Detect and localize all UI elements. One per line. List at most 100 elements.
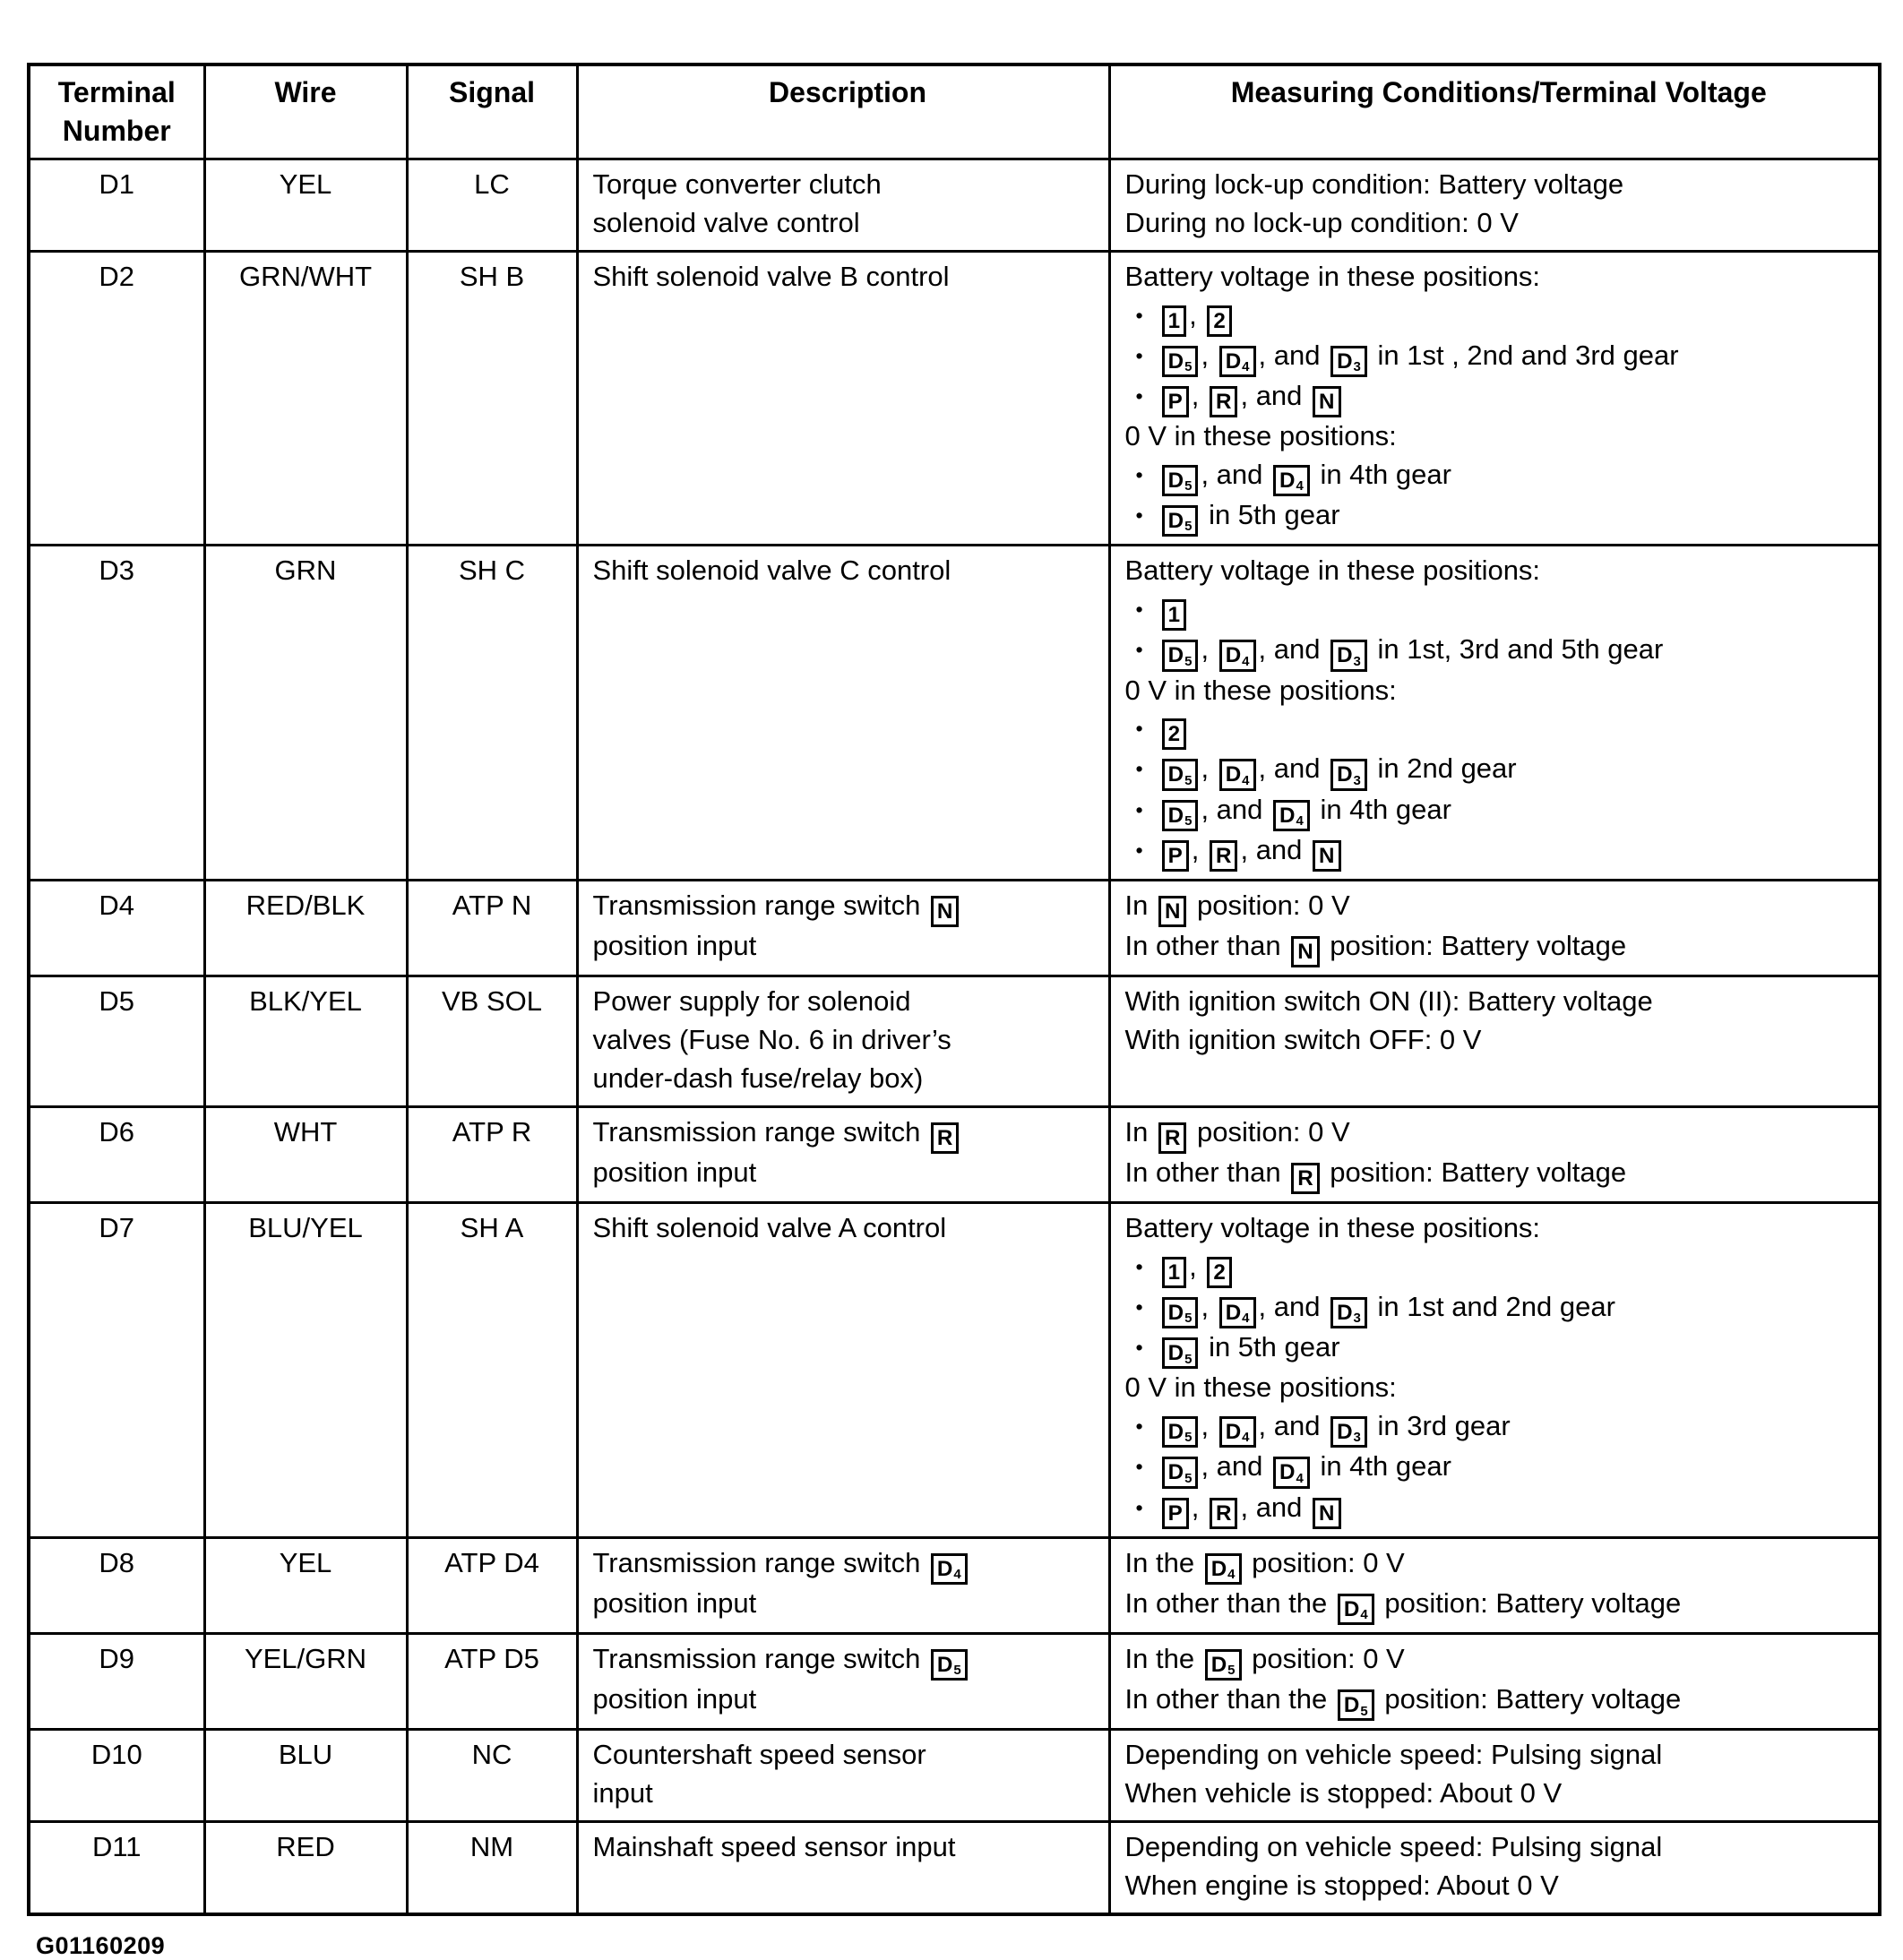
condition-line: • D5, and D4 in 4th gear bbox=[1125, 456, 1872, 497]
gear-position-box: D5 bbox=[1337, 1689, 1374, 1722]
signal-cell: LC bbox=[405, 158, 579, 253]
condition-line: With ignition switch ON (II): Battery vo… bbox=[1124, 985, 1653, 1018]
conditions-cell: In the D5 position: 0 V In other than the… bbox=[1107, 1632, 1881, 1732]
wire-cell: YEL bbox=[202, 1535, 409, 1636]
bullet-icon: • bbox=[1135, 503, 1143, 528]
gear-position-box: D5 bbox=[1161, 759, 1199, 791]
gear-position-box: D3 bbox=[1330, 1416, 1367, 1449]
description-cell: Shift solenoid valve C control bbox=[575, 544, 1111, 882]
description-line: Shift solenoid valve A control bbox=[592, 1212, 947, 1244]
condition-line: • 1, 2 bbox=[1125, 297, 1872, 337]
table-row: D11 RED NM Mainshaft speed sensor input Depe… bbox=[27, 1820, 1881, 1916]
terminal-cell: D3 bbox=[27, 544, 206, 882]
gear-position-box: R bbox=[1210, 839, 1238, 873]
bullet-icon: • bbox=[1135, 1414, 1143, 1439]
condition-line: • D5, D4, and D3 in 1st and 2nd gear bbox=[1125, 1288, 1872, 1329]
gear-position-box: R bbox=[1210, 1497, 1238, 1529]
description-line: Torque converter clutch bbox=[592, 168, 882, 201]
conditions-cell: In N position: 0 V In other than N positi… bbox=[1107, 879, 1881, 978]
condition-line: • 1, 2 bbox=[1125, 1248, 1872, 1289]
description-line: position input bbox=[592, 1156, 757, 1188]
conditions-cell: Depending on vehicle speed: Pulsing sign… bbox=[1107, 1820, 1881, 1916]
gear-position-box: D4 bbox=[1218, 345, 1256, 378]
condition-line: • 1 bbox=[1125, 590, 1872, 632]
gear-position-box: D5 bbox=[1161, 1457, 1199, 1489]
terminal-cell: D9 bbox=[27, 1632, 206, 1732]
column-header: Terminal Number bbox=[27, 63, 206, 161]
gear-position-box: N bbox=[1313, 1497, 1341, 1529]
description-line: Transmission range switch D5 bbox=[593, 1640, 1101, 1681]
signal-cell: SH C bbox=[405, 544, 579, 882]
gear-position-box: R bbox=[1210, 386, 1238, 418]
conditions-cell: With ignition switch ON (II): Battery vo… bbox=[1107, 975, 1881, 1108]
header-row: Terminal Number Wire Signal Description Meas… bbox=[27, 63, 1881, 161]
gear-position-subscript: 5 bbox=[1184, 1430, 1193, 1446]
gear-position-box: D4 bbox=[1218, 1416, 1256, 1449]
table-row: D4 RED/BLK ATP N Transmission range switch … bbox=[27, 879, 1881, 978]
condition-line: In other than N position: Battery voltag… bbox=[1125, 927, 1872, 968]
condition-line: In R position: 0 V bbox=[1125, 1113, 1872, 1154]
gear-position-box: 1 bbox=[1161, 599, 1187, 632]
condition-line: Battery voltage in these positions: bbox=[1124, 260, 1541, 292]
condition-line: Depending on vehicle speed: Pulsing sign… bbox=[1124, 1739, 1663, 1771]
wire-cell: GRN bbox=[202, 544, 409, 882]
conditions-cell: In the D4 position: 0 V In other than the… bbox=[1107, 1535, 1881, 1636]
gear-position-subscript: 4 bbox=[1242, 1311, 1250, 1327]
gear-position-subscript: 5 bbox=[1184, 1470, 1193, 1486]
description-line: under-dash fuse/relay box) bbox=[592, 1062, 924, 1094]
column-header: Measuring Conditions/Terminal Voltage bbox=[1107, 63, 1881, 161]
gear-position-subscript: 5 bbox=[1360, 1703, 1368, 1719]
gear-position-subscript: 3 bbox=[1353, 1430, 1361, 1446]
condition-line: • P, R, and N bbox=[1125, 831, 1872, 873]
bullet-icon: • bbox=[1135, 463, 1143, 486]
condition-line: 0 V in these positions: bbox=[1124, 1371, 1397, 1404]
signal-cell: ATP R bbox=[405, 1105, 579, 1205]
table-body: D1 YEL LC Torque converter clutch solenoid v… bbox=[27, 158, 1881, 1916]
gear-position-subscript: 4 bbox=[1242, 1430, 1250, 1446]
bullet-icon: • bbox=[1135, 638, 1143, 662]
description-cell: Mainshaft speed sensor input bbox=[575, 1820, 1111, 1916]
gear-position-subscript: 4 bbox=[1242, 359, 1250, 375]
column-header: Wire bbox=[202, 63, 409, 161]
table-header: Terminal Number Wire Signal Description Meas… bbox=[27, 63, 1881, 161]
terminal-cell: D1 bbox=[27, 158, 206, 253]
bullet-icon: • bbox=[1135, 838, 1143, 862]
description-line: Shift solenoid valve B control bbox=[592, 260, 950, 292]
signal-cell: SH A bbox=[405, 1201, 579, 1539]
condition-line: In the D5 position: 0 V bbox=[1125, 1640, 1872, 1681]
table-row: D2 GRN/WHT SH B Shift solenoid valve B cont… bbox=[27, 249, 1881, 547]
description-cell: Power supply for solenoid valves (Fuse No… bbox=[575, 975, 1111, 1108]
condition-line: • D5, D4, and D3 in 1st, 3rd and 5th gear bbox=[1125, 631, 1872, 672]
signal-cell: NM bbox=[405, 1820, 579, 1916]
terminal-cell: D8 bbox=[27, 1535, 206, 1636]
signal-cell: NC bbox=[405, 1728, 579, 1824]
bullet-icon: • bbox=[1135, 1495, 1143, 1519]
table-row: D8 YEL ATP D4 Transmission range switch D4 p… bbox=[27, 1535, 1881, 1636]
conditions-cell: Depending on vehicle speed: Pulsing sign… bbox=[1107, 1728, 1881, 1824]
gear-position-box: D4 bbox=[1273, 1457, 1310, 1489]
bullet-icon: • bbox=[1135, 1455, 1143, 1479]
table-row: D7 BLU/YEL SH A Shift solenoid valve A cont… bbox=[27, 1201, 1881, 1539]
terminal-cell: D6 bbox=[27, 1105, 206, 1205]
wire-cell: BLU/YEL bbox=[202, 1201, 409, 1539]
wire-cell: RED bbox=[202, 1820, 409, 1916]
wire-cell: BLK/YEL bbox=[202, 975, 409, 1108]
description-cell: Transmission range switch D5 position inp… bbox=[575, 1632, 1111, 1732]
gear-position-subscript: 4 bbox=[1296, 812, 1304, 829]
gear-position-box: D5 bbox=[1161, 1416, 1199, 1449]
conditions-cell: Battery voltage in these positions: • 1 • D5… bbox=[1107, 544, 1881, 882]
description-line: Transmission range switch D4 bbox=[593, 1544, 1101, 1585]
description-cell: Countershaft speed sensor input bbox=[575, 1728, 1111, 1824]
description-line: solenoid valve control bbox=[592, 207, 860, 239]
gear-position-subscript: 5 bbox=[1184, 1351, 1193, 1367]
gear-position-box: P bbox=[1161, 839, 1189, 873]
description-line: input bbox=[592, 1777, 653, 1810]
condition-line: During no lock-up condition: 0 V bbox=[1124, 207, 1519, 239]
gear-position-subscript: 3 bbox=[1353, 772, 1361, 788]
gear-position-subscript: 5 bbox=[1184, 1311, 1193, 1327]
gear-position-box: R bbox=[1291, 1162, 1320, 1195]
gear-position-subscript: 3 bbox=[1353, 653, 1361, 669]
condition-line: In the D4 position: 0 V bbox=[1125, 1544, 1872, 1585]
